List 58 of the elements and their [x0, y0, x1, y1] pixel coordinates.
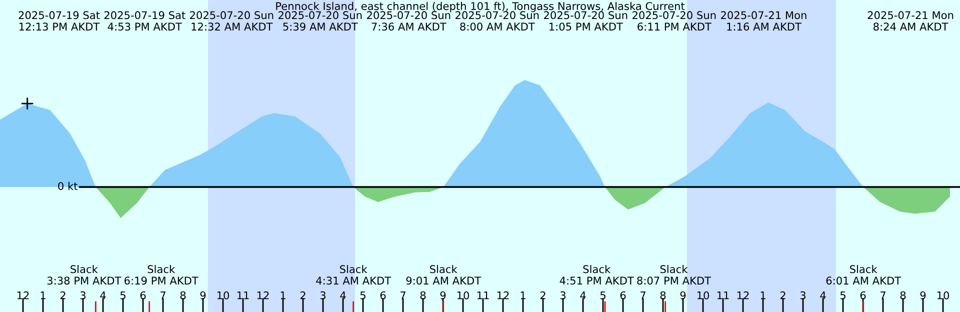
x-tick-label: 2	[300, 291, 306, 300]
text: 2025-07-20 Sun 8:00 AM AKDT	[456, 11, 539, 31]
text: 2025-07-21 Mon 1:16 AM AKDT	[721, 11, 806, 31]
x-tick-label: 5	[120, 291, 126, 300]
text: 2025-07-20 Sun 12:32 AM AKDT	[190, 11, 274, 31]
x-tick-label: 1	[760, 291, 766, 300]
x-tick-label: 1	[40, 291, 46, 300]
x-tick-label: 11	[717, 291, 729, 300]
x-tick-label: 5	[600, 291, 606, 300]
x-tick-label: 4	[100, 291, 106, 300]
text: 2025-07-20 Sun 6:11 PM AKDT	[632, 11, 716, 31]
x-tick-label: 7	[640, 291, 646, 300]
text: 2025-07-20 Sun 1:05 PM AKDT	[544, 11, 628, 31]
x-tick-label: 12	[257, 291, 269, 300]
text: Slack 4:31 AM AKDT	[316, 265, 392, 285]
x-tick-label: 12	[17, 291, 29, 300]
x-tick-label: 1	[520, 291, 526, 300]
x-tick-label: 9	[680, 291, 686, 300]
x-tick-label: 7	[400, 291, 406, 300]
x-tick-label: 9	[200, 291, 206, 300]
x-tick-label: 7	[880, 291, 886, 300]
x-tick-label: 11	[477, 291, 489, 300]
text: Slack 6:19 PM AKDT	[124, 265, 198, 285]
x-tick-label: 1	[280, 291, 286, 300]
text: Slack 9:01 AM AKDT	[406, 265, 482, 285]
x-tick-label: 12	[737, 291, 749, 300]
x-tick-label: 4	[820, 291, 826, 300]
x-tick-label: 12	[497, 291, 509, 300]
x-tick-label: 4	[340, 291, 346, 300]
x-tick-label: 10	[217, 291, 230, 300]
ref-line-label: 0 kt	[58, 182, 78, 190]
x-tick-label: 8	[660, 291, 666, 300]
x-tick-label: 5	[840, 291, 846, 300]
x-tick-label: 8	[420, 291, 426, 300]
text: 2025-07-20 Sun 5:39 AM AKDT	[278, 11, 362, 31]
x-tick-label: 9	[440, 291, 446, 300]
x-tick-label: 2	[540, 291, 546, 300]
text: 2025-07-20 Sun 7:36 AM AKDT	[367, 11, 450, 31]
text: Slack 8:07 PM AKDT	[637, 265, 712, 285]
x-tick-label: 7	[160, 291, 166, 300]
text: 2025-07-19 Sat 4:53 PM AKDT	[104, 11, 186, 31]
x-tick-label: 2	[780, 291, 786, 300]
text: 2025-07-19 Sat 12:13 PM AKDT	[18, 11, 100, 31]
chart-title: Pennock Island, east channel (depth 101 ft), Tongass Narrows, Alaska Current	[276, 2, 685, 12]
text: Slack 4:51 PM AKDT	[560, 265, 634, 285]
x-tick-label: 4	[580, 291, 586, 300]
x-tick-label: 5	[360, 291, 366, 300]
x-tick-label: 2	[60, 291, 66, 300]
x-tick-label: 8	[900, 291, 906, 300]
text: Slack 6:01 AM AKDT	[826, 265, 902, 285]
x-tick-label: 10	[697, 291, 710, 300]
text: 2025-07-21 Mon 8:24 AM AKDT	[868, 11, 954, 31]
x-tick-label: 9	[920, 291, 926, 300]
text: Slack 3:38 PM AKDT	[47, 265, 122, 285]
x-tick-label: 10	[457, 291, 470, 300]
x-tick-label: 8	[180, 291, 186, 300]
x-tick-label: 11	[237, 291, 249, 300]
x-tick-label: 10	[937, 291, 950, 300]
